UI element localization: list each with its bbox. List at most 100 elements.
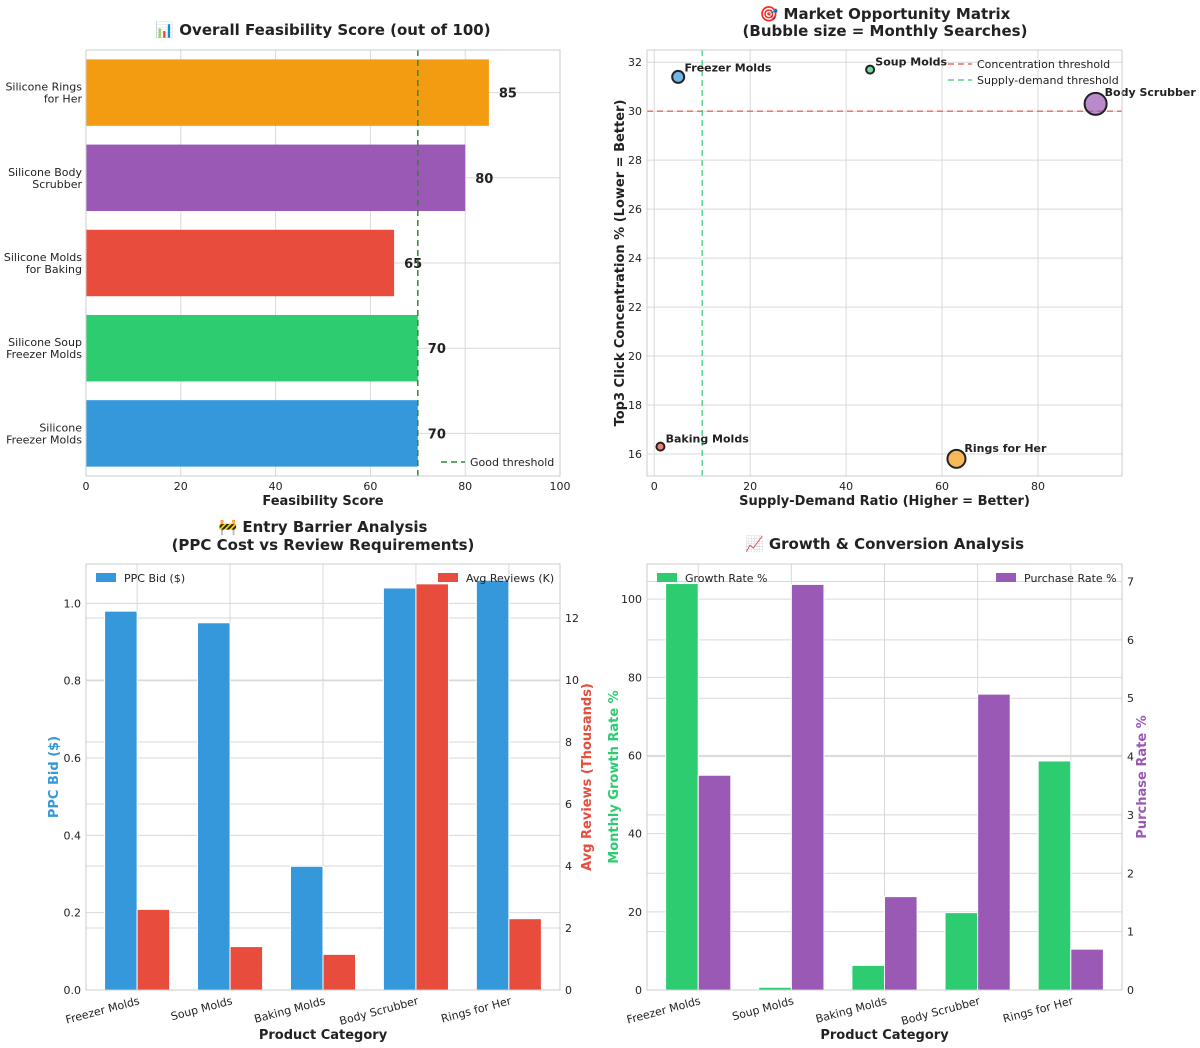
bar-avg-reviews-k--0: [136, 908, 171, 991]
legend: Good threshold: [441, 456, 554, 469]
legend-label: Avg Reviews (K): [466, 572, 554, 585]
legend-label: Purchase Rate %: [1024, 572, 1117, 585]
y-tick-label: 0: [635, 984, 642, 997]
x-axis-label: Supply-Demand Ratio (Higher = Better): [739, 494, 1030, 509]
y2-tick-label: 2: [1127, 867, 1134, 880]
y-tick-label: 16: [628, 448, 642, 461]
y-tick-label: 80: [628, 671, 642, 684]
feasibility-score-chart: 0 20 40 60 80 100 70 Silicone Freezer Molds 70 Sil…: [4, 21, 571, 509]
bubble-label: Baking Molds: [666, 432, 750, 445]
bar-avg-reviews-k--3: [415, 583, 449, 991]
bar-value-label: 65: [404, 257, 422, 272]
legend-label: Good threshold: [470, 456, 554, 469]
y-tick-label: 32: [628, 56, 642, 69]
y-tick-label: 28: [628, 154, 642, 167]
x-tick-label: 80: [458, 480, 472, 493]
y2-tick-label: 4: [565, 860, 572, 873]
x-tick-label: Soup Molds: [731, 994, 796, 1023]
bar-value-label: 85: [499, 87, 517, 102]
bubble-4: [946, 448, 967, 469]
y-tick-label: 0.6: [64, 752, 82, 765]
x-tick-label: 20: [174, 480, 188, 493]
plot-frame: [85, 49, 561, 477]
bubble-label: Body Scrubber: [1105, 86, 1197, 99]
y2-tick-label: 12: [565, 612, 579, 625]
market-opportunity-matrix-chart: 0 20 40 60 80 16 18 20 22 24 26 28 30 32 Freezer Molds…: [613, 5, 1196, 509]
bar-ppc-bid--3: [382, 587, 417, 991]
x-tick-label: 80: [1031, 480, 1045, 493]
y-tick-label: 100: [621, 593, 642, 606]
y2-tick-label: 8: [565, 736, 572, 749]
bar-purchase-rate--1: [790, 583, 825, 991]
y2-tick-label: 10: [565, 674, 579, 687]
y-tick-label: 26: [628, 203, 642, 216]
y-tick-label: 0.2: [64, 907, 82, 920]
bubble-1: [865, 64, 876, 75]
bar-avg-reviews-k--1: [229, 946, 264, 991]
bar-growth-rate--4: [1037, 760, 1072, 991]
y2-tick-label: 0: [1127, 984, 1134, 997]
x-axis-label: Feasibility Score: [262, 494, 383, 509]
y2-tick-label: 1: [1127, 926, 1134, 939]
bar-growth-rate--3: [944, 912, 979, 991]
x-tick-label: Soup Molds: [169, 994, 234, 1023]
x-tick-label: Rings for Her: [1002, 994, 1075, 1025]
entry-barrier-chart: 0.0 0.2 0.4 0.6 0.8 1.0 0 2 4 6 8 10 12 Freezer Molds…: [47, 518, 595, 1043]
x-tick-label: Body Scrubber: [900, 994, 982, 1028]
bar-purchase-rate--2: [884, 896, 918, 991]
x-tick-label: 60: [363, 480, 377, 493]
legend: Growth Rate % Purchase Rate %: [657, 572, 1117, 585]
bar-ppc-bid--4: [475, 579, 510, 991]
y2-tick-label: 3: [1127, 809, 1134, 822]
x-tick-label: Freezer Molds: [64, 994, 141, 1026]
bubble-label: Freezer Molds: [684, 62, 771, 75]
x-tick-label: 0: [651, 480, 658, 493]
growth-conversion-chart: 0 20 40 60 80 100 0 1 2 3 4 5 6 7 Freezer Molds Soup Mo…: [607, 535, 1150, 1043]
y-tick-label: 22: [628, 301, 642, 314]
x-tick-label: Body Scrubber: [338, 994, 420, 1028]
y-tick-label: Silicone Molds for Baking: [4, 251, 82, 276]
x-tick-label: 100: [550, 480, 571, 493]
bar-3: [86, 144, 466, 212]
y-tick-label: 0.0: [64, 984, 82, 997]
x-tick-label: 40: [269, 480, 283, 493]
y-tick-label: 0.8: [64, 675, 82, 688]
y2-tick-label: 2: [565, 922, 572, 935]
y2-tick-label: 7: [1127, 576, 1134, 589]
y-tick-label: 20: [628, 350, 642, 363]
chart-title: 🎯 Market Opportunity Matrix (Bubble size …: [743, 5, 1028, 40]
bar-ppc-bid--1: [197, 622, 231, 991]
y2-tick-label: 4: [1127, 751, 1134, 764]
legend-swatch: [657, 573, 677, 582]
legend-label: Supply-demand threshold: [977, 74, 1119, 87]
x-tick-label: 60: [935, 480, 949, 493]
x-tick-label: Rings for Her: [440, 994, 513, 1025]
chart-title: 📊 Overall Feasibility Score (out of 100): [155, 21, 490, 39]
y-tick-label: 24: [628, 252, 642, 265]
bar-ppc-bid--2: [289, 865, 324, 991]
legend-label: PPC Bid ($): [124, 572, 185, 585]
y-tick-label: Silicone Soup Freezer Molds: [6, 336, 82, 361]
x-tick-label: Baking Molds: [253, 994, 327, 1026]
y2-axis-label: Avg Reviews (Thousands): [580, 683, 595, 871]
x-tick-label: 40: [839, 480, 853, 493]
bubble-2: [655, 441, 666, 452]
legend-swatch: [438, 573, 458, 582]
bar-value-label: 70: [428, 427, 446, 442]
y2-tick-label: 6: [1127, 634, 1134, 647]
legend-swatch: [996, 573, 1016, 582]
bubble-0: [671, 69, 686, 84]
chart-title: 📈 Growth & Conversion Analysis: [745, 535, 1024, 553]
bubble-label: Soup Molds: [875, 55, 947, 68]
bar-ppc-bid--0: [104, 610, 138, 991]
plot-area: [647, 50, 1122, 476]
bubble-label: Rings for Her: [964, 442, 1047, 455]
bar-avg-reviews-k--4: [508, 918, 542, 991]
legend-label: Growth Rate %: [685, 572, 767, 585]
chart-title: 🚧 Entry Barrier Analysis (PPC Cost vs Rev…: [172, 518, 475, 554]
bubble-3: [1083, 91, 1108, 116]
y-axis-label: PPC Bid ($): [47, 736, 62, 818]
bar-0: [86, 400, 418, 467]
bar-purchase-rate--0: [697, 774, 732, 991]
